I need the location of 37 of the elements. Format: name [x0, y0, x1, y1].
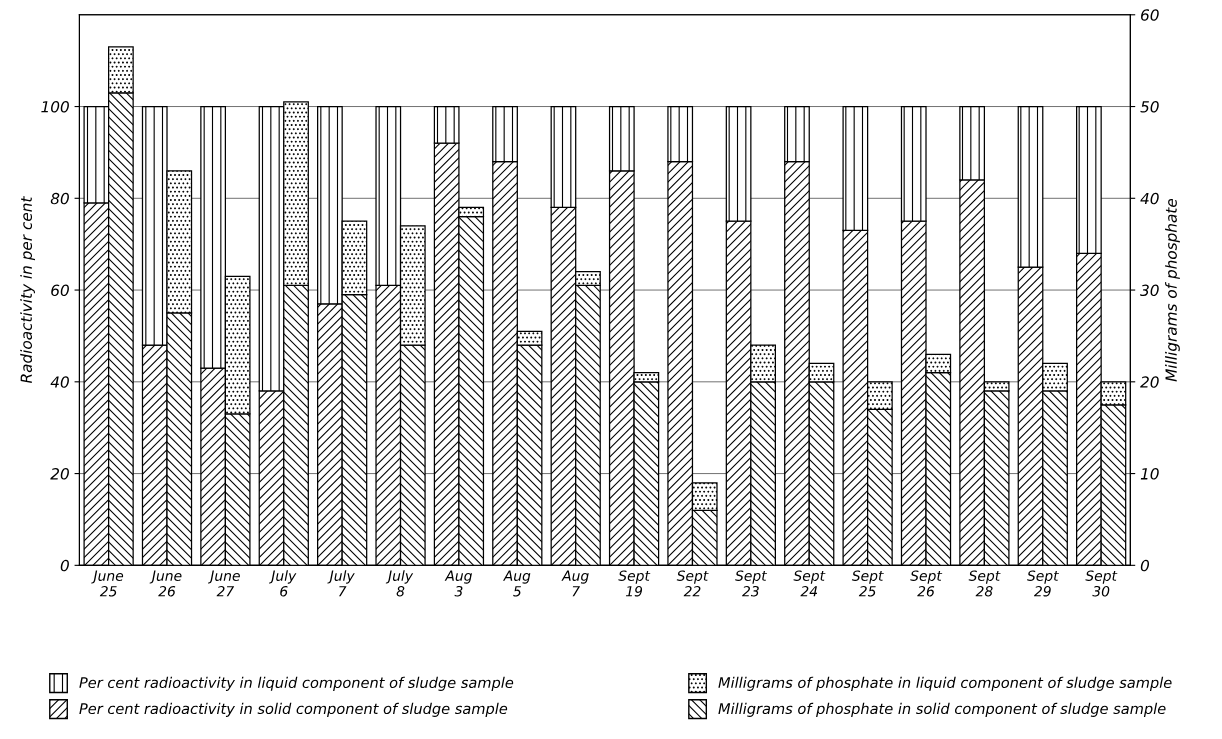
x-tick-label: Sept 26 — [910, 570, 943, 597]
y2-tick-label: 20 — [1140, 376, 1159, 388]
y2-tick-label: 10 — [1140, 468, 1159, 480]
x-tick-label: Aug 5 — [503, 570, 531, 597]
legend-label: Per cent radioactivity in solid component of sludge sample — [79, 702, 508, 717]
y2-tick-label: 0 — [1140, 559, 1150, 572]
y2-axis-title: Milligrams of phosphate — [1165, 198, 1180, 382]
legend-label: Milligrams of phosphate in solid component of sludge sample — [718, 702, 1166, 717]
y-tick-label: 100 — [41, 101, 69, 113]
x-tick-label: Sept 29 — [1027, 570, 1060, 597]
x-tick-label: July 7 — [327, 570, 355, 597]
y-axis-title: Radioactivity in per cent — [20, 196, 35, 384]
x-tick-label: Sept 28 — [968, 570, 1001, 597]
y-tick-label: 0 — [60, 559, 69, 572]
y2-tick-label: 40 — [1140, 192, 1159, 205]
y2-tick-label: 60 — [1141, 9, 1159, 21]
x-tick-label: June 25 — [91, 570, 124, 597]
x-tick-label: Sept 25 — [851, 570, 884, 597]
x-tick-label: June 26 — [149, 570, 182, 597]
x-tick-label: Sept 23 — [735, 570, 768, 597]
y2-tick-label: 50 — [1140, 101, 1159, 113]
y-tick-label: 40 — [50, 376, 69, 388]
y-tick-label: 80 — [50, 192, 69, 205]
y2-tick-label: 30 — [1140, 284, 1159, 297]
x-tick-label: Aug 7 — [561, 570, 589, 597]
x-tick-label: Sept 22 — [676, 570, 709, 597]
y-tick-label: 60 — [51, 284, 69, 297]
x-tick-label: Sept 19 — [618, 570, 651, 597]
legend-label: Milligrams of phosphate in liquid component of sludge sample — [718, 676, 1172, 691]
x-tick-label: Aug 3 — [444, 570, 472, 597]
legend-label: Per cent radioactivity in liquid component of sludge sample — [79, 676, 514, 691]
x-tick-label: July 6 — [269, 570, 297, 597]
x-tick-label: Sept 24 — [793, 570, 826, 597]
y-tick-label: 20 — [50, 468, 69, 480]
x-tick-label: June 27 — [207, 570, 240, 597]
x-tick-label: July 8 — [385, 570, 414, 597]
x-tick-label: Sept 30 — [1085, 570, 1118, 597]
